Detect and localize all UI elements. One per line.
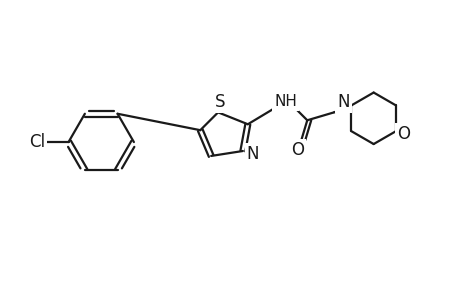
Text: O: O (397, 125, 409, 143)
Text: S: S (214, 93, 225, 111)
Text: N: N (336, 93, 349, 111)
Text: Cl: Cl (28, 133, 45, 151)
Text: NH: NH (274, 94, 296, 109)
Text: O: O (290, 141, 303, 159)
Text: N: N (246, 145, 258, 163)
